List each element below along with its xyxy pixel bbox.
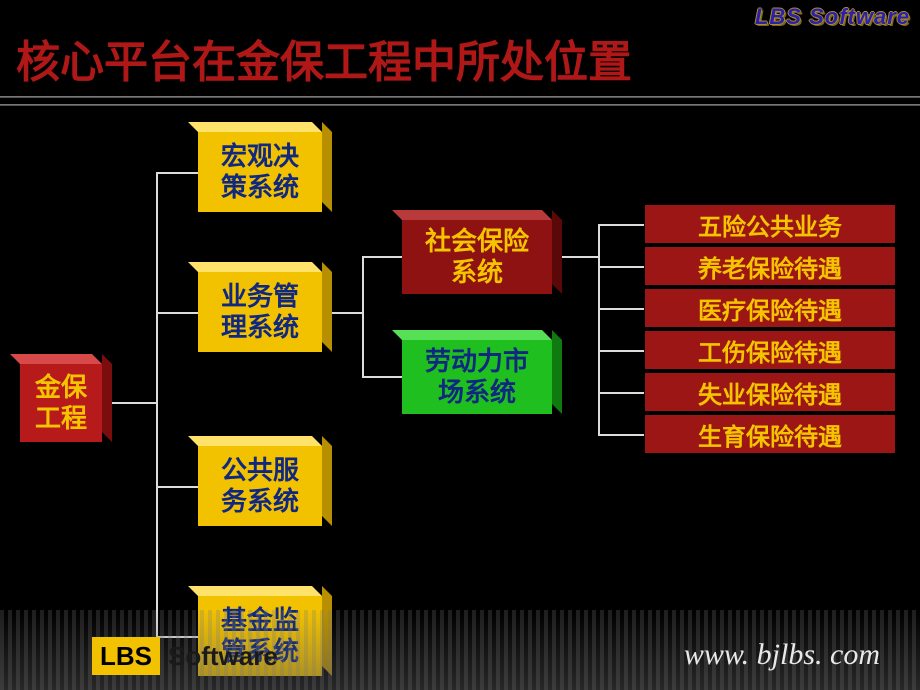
connector <box>598 224 600 434</box>
node-leaf2: 医疗保险待遇 <box>644 288 896 328</box>
connector <box>156 172 158 636</box>
connector <box>362 256 402 258</box>
footer-soft-text: Software <box>160 641 278 671</box>
connector <box>598 392 644 394</box>
node-pub: 公共服 务系统 <box>198 446 322 526</box>
node-root: 金保 工程 <box>20 364 102 442</box>
connector <box>156 172 198 174</box>
connector <box>598 350 644 352</box>
node-leaf3: 工伤保险待遇 <box>644 330 896 370</box>
footer-logo: LBSSoftware <box>92 641 278 672</box>
node-leaf0: 五险公共业务 <box>644 204 896 244</box>
node-social: 社会保险 系统 <box>402 220 552 294</box>
connector <box>156 312 198 314</box>
node-leaf5: 生育保险待遇 <box>644 414 896 454</box>
connector <box>598 434 644 436</box>
footer-lbs-chip: LBS <box>92 637 160 675</box>
node-macro: 宏观决 策系统 <box>198 132 322 212</box>
footer-url: www. bjlbs. com <box>684 638 880 672</box>
connector <box>362 376 402 378</box>
connector <box>598 224 644 226</box>
connector <box>362 256 364 376</box>
connector <box>598 266 644 268</box>
node-biz: 业务管 理系统 <box>198 272 322 352</box>
node-leaf4: 失业保险待遇 <box>644 372 896 412</box>
node-leaf1: 养老保险待遇 <box>644 246 896 286</box>
node-labor: 劳动力市 场系统 <box>402 340 552 414</box>
diagram-canvas: 金保 工程宏观决 策系统业务管 理系统公共服 务系统基金监 管系统社会保险 系统… <box>0 0 920 690</box>
connector <box>156 486 198 488</box>
connector <box>598 308 644 310</box>
